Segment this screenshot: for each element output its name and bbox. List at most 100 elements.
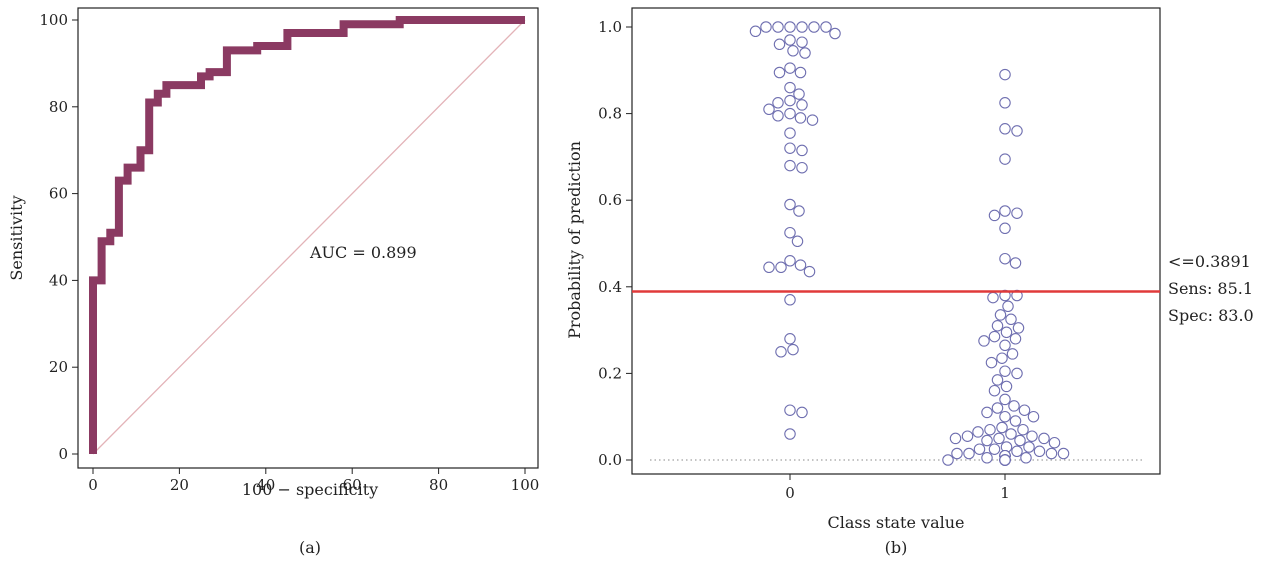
prediction-point <box>794 259 807 271</box>
probability-y-tick-label: 0.6 <box>598 191 622 209</box>
prediction-point <box>981 452 993 464</box>
prediction-point <box>981 406 993 419</box>
probability-y-tick-label: 0.4 <box>598 278 622 296</box>
prediction-point <box>973 443 986 455</box>
roc-panel: 0 20 40 60 80 100 0 20 40 60 80 100 AUC = 0.899 10… <box>7 7 539 557</box>
roc-y-tick-label: 20 <box>49 358 68 376</box>
prediction-point <box>784 226 796 239</box>
prediction-point <box>763 103 775 116</box>
prediction-point <box>991 402 1004 414</box>
probability-y-tick-label: 1.0 <box>598 18 622 36</box>
prediction-point <box>1008 400 1020 412</box>
prediction-point <box>996 352 1008 364</box>
prediction-point <box>999 205 1011 217</box>
prediction-point <box>784 107 796 120</box>
prediction-point <box>772 97 784 109</box>
prediction-point <box>961 430 974 442</box>
cutoff-label-specificity: Spec: 83.0 <box>1168 306 1254 325</box>
probability-y-axis: 0.0 0.2 0.4 0.6 0.8 1.0 <box>598 18 632 469</box>
prediction-point <box>988 330 1001 343</box>
prediction-point <box>784 81 796 94</box>
prediction-point <box>1018 404 1031 416</box>
prediction-point <box>784 255 796 267</box>
prediction-point <box>985 356 998 369</box>
prediction-point <box>784 62 796 74</box>
prediction-point <box>1009 333 1022 345</box>
prediction-point <box>1011 125 1023 137</box>
prediction-point <box>1045 447 1058 460</box>
roc-y-tick-label: 80 <box>49 98 68 116</box>
prediction-point <box>991 374 1004 386</box>
prediction-point <box>803 265 816 278</box>
probability-y-tick-label: 0.8 <box>598 105 622 123</box>
prediction-point <box>796 99 808 111</box>
roc-y-tick-label: 100 <box>39 11 68 29</box>
prediction-point <box>1017 423 1029 436</box>
roc-x-axis: 0 20 40 60 80 100 <box>88 468 539 494</box>
prediction-point <box>799 47 811 59</box>
prediction-point <box>749 25 762 38</box>
prediction-point <box>1057 447 1070 460</box>
prediction-point <box>787 343 799 356</box>
prediction-point <box>1020 452 1032 464</box>
prediction-point <box>1000 326 1013 339</box>
prediction-point <box>1002 300 1014 313</box>
prediction-point <box>793 205 805 217</box>
prediction-point <box>999 454 1011 466</box>
prediction-point <box>942 454 954 466</box>
prediction-point <box>1027 410 1040 423</box>
prediction-point <box>796 21 808 33</box>
prediction-point <box>991 320 1004 332</box>
prediction-point <box>999 339 1011 352</box>
prediction-point <box>794 66 807 79</box>
prediction-point <box>981 434 993 447</box>
prediction-point <box>793 88 805 100</box>
prediction-point <box>993 432 1005 445</box>
prediction-point <box>784 21 796 33</box>
prediction-point <box>829 27 841 40</box>
roc-x-tick-label: 40 <box>256 476 275 494</box>
prediction-point <box>784 34 796 46</box>
prediction-point <box>999 222 1011 235</box>
prediction-point <box>784 127 796 139</box>
prediction-point <box>784 333 796 345</box>
prediction-point <box>988 209 1001 222</box>
roc-x-tick-label: 20 <box>170 476 189 494</box>
prediction-point <box>999 123 1011 135</box>
panel-label-b: (b) <box>885 538 908 557</box>
roc-curve-layer <box>89 16 525 454</box>
probability-y-tick-label: 0.0 <box>598 451 622 469</box>
reference-diagonal-line <box>92 19 526 455</box>
prediction-point <box>999 153 1011 165</box>
roc-x-tick-label: 80 <box>429 476 448 494</box>
prediction-point <box>994 309 1007 321</box>
prediction-point <box>984 423 996 436</box>
roc-diagonal-layer <box>92 19 526 455</box>
class-x-tick-label: 1 <box>1000 484 1010 502</box>
prediction-point <box>1009 415 1022 427</box>
prediction-point <box>784 159 796 172</box>
prediction-point <box>999 393 1011 406</box>
prediction-point <box>784 198 796 211</box>
roc-x-tick-label: 60 <box>343 476 362 494</box>
prediction-point <box>1023 441 1035 453</box>
prediction-point <box>1038 432 1050 445</box>
prediction-point <box>1011 367 1023 380</box>
prediction-point <box>1000 380 1013 393</box>
prediction-point <box>796 406 808 419</box>
prediction-point <box>784 404 796 416</box>
prediction-point <box>760 21 772 33</box>
roc-y-tick-label: 60 <box>49 185 68 203</box>
prediction-point <box>987 291 999 304</box>
prediction-point <box>1014 434 1026 447</box>
prediction-point <box>773 66 786 79</box>
prediction-point <box>999 97 1011 109</box>
roc-y-axis: 0 20 40 60 80 100 <box>39 11 78 463</box>
cutoff-label-sensitivity: Sens: 85.1 <box>1168 279 1253 298</box>
prediction-point <box>791 235 804 248</box>
prediction-point <box>1033 445 1046 458</box>
prediction-point <box>988 384 1001 397</box>
